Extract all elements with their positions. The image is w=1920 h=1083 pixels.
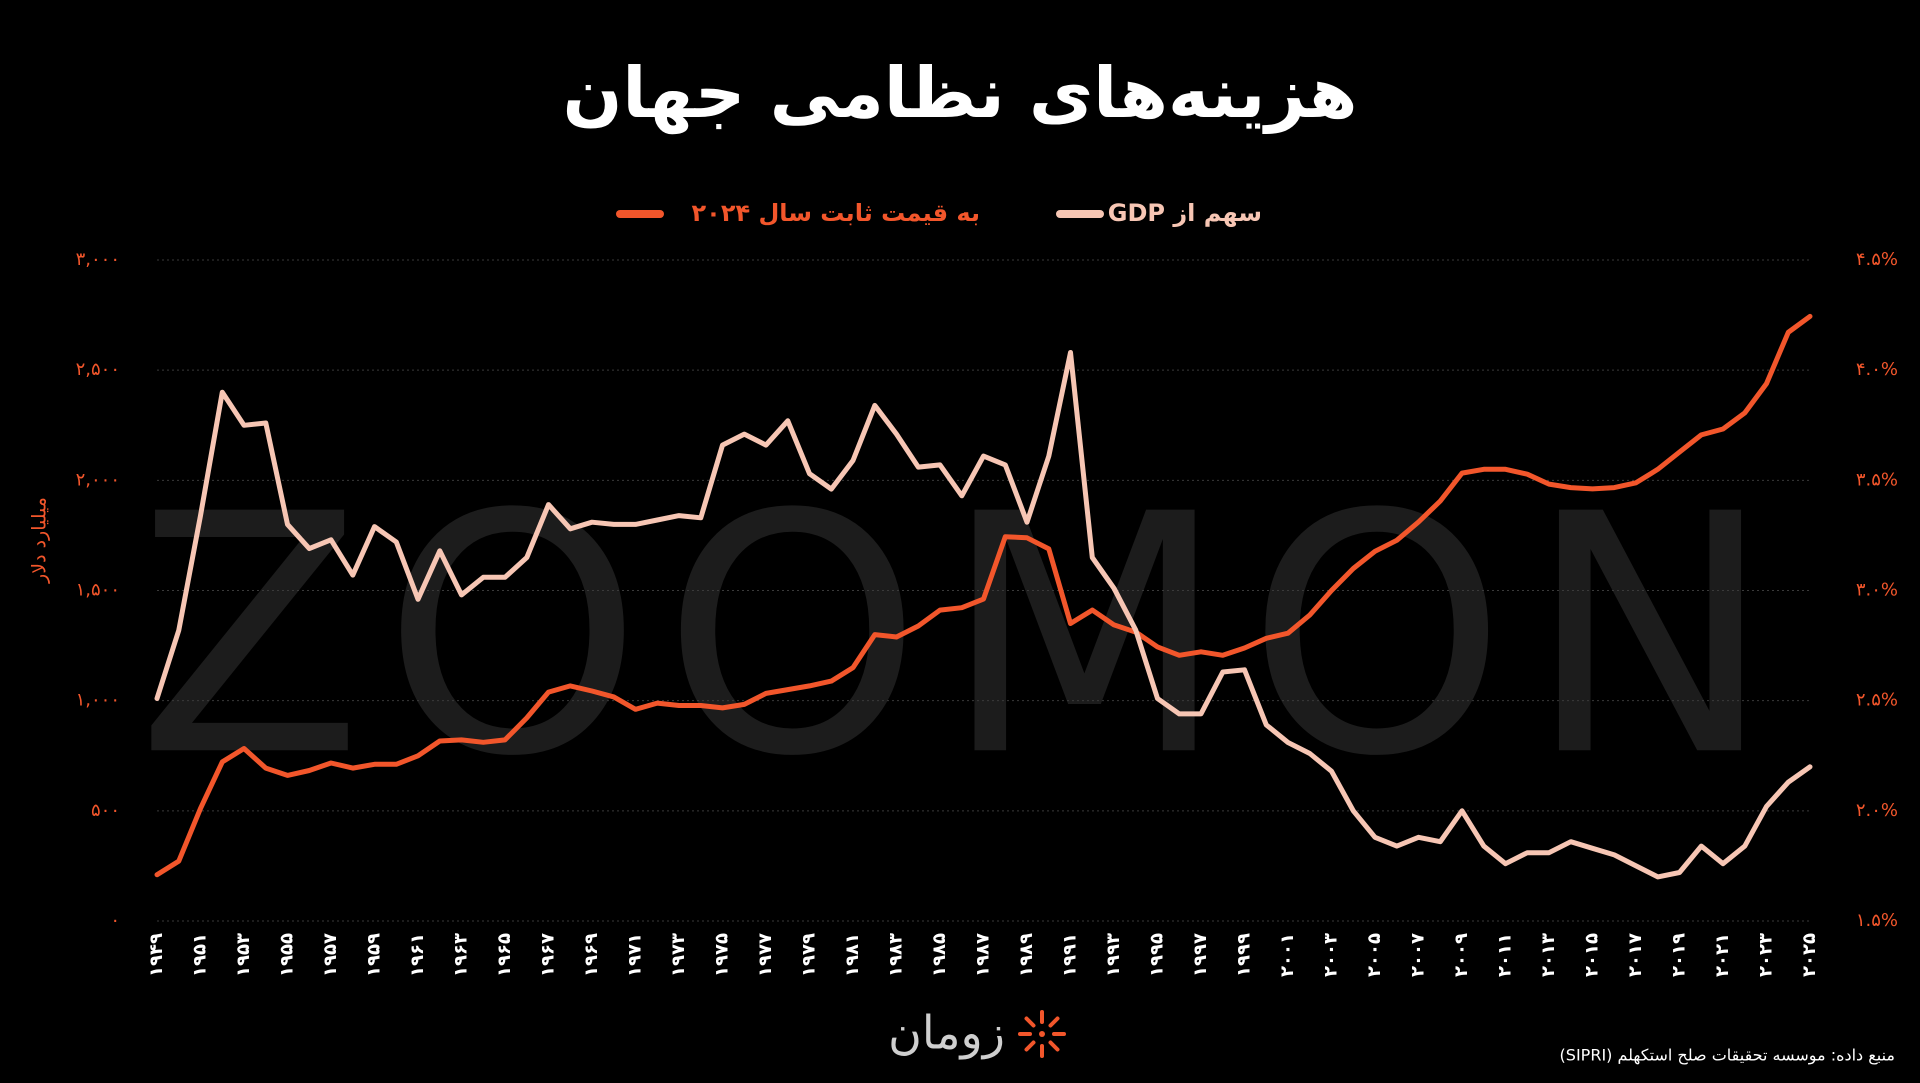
x-tick-label: ۱۹۵۱ bbox=[190, 933, 211, 977]
x-tick-label: ۱۹۶۱ bbox=[407, 933, 428, 977]
y-tick-label: ۰ bbox=[110, 910, 120, 931]
y-tick-label: ۱,۰۰۰ bbox=[76, 690, 120, 711]
x-tick-label: ۱۹۴۹ bbox=[146, 933, 167, 977]
x-tick-label: ۲۰۱۵ bbox=[1582, 933, 1603, 977]
x-tick-label: ۲۰۲۵ bbox=[1799, 933, 1820, 977]
logo-icon bbox=[1018, 1010, 1066, 1058]
x-tick-label: ۱۹۹۹ bbox=[1234, 933, 1255, 977]
watermark: ZOOMON bbox=[137, 444, 1794, 828]
x-tick-label: ۱۹۶۹ bbox=[581, 933, 602, 977]
y2-tick-label: ۴.۵% bbox=[1856, 249, 1898, 270]
x-tick-label: ۱۹۹۱ bbox=[1060, 933, 1081, 977]
x-tick-label: ۱۹۵۳ bbox=[233, 933, 254, 977]
x-tick-label: ۱۹۸۹ bbox=[1016, 933, 1037, 977]
x-tick-label: ۲۰۲۳ bbox=[1756, 933, 1777, 977]
x-tick-label: ۲۰۱۱ bbox=[1495, 933, 1516, 977]
legend-label: سهم از GDP bbox=[1108, 199, 1262, 227]
y2-tick-label: ۱.۵% bbox=[1856, 910, 1898, 931]
y-tick-label: ۳,۰۰۰ bbox=[76, 249, 120, 270]
x-tick-label: ۱۹۷۵ bbox=[712, 933, 733, 977]
x-tick-label: ۲۰۰۱ bbox=[1277, 933, 1298, 977]
logo-text: زومان bbox=[888, 1006, 1005, 1061]
y-tick-label: ۱,۵۰۰ bbox=[76, 580, 120, 601]
x-tick-label: ۱۹۷۳ bbox=[668, 933, 689, 977]
x-tick-label: ۲۰۱۷ bbox=[1625, 933, 1646, 977]
data-line bbox=[154, 350, 1813, 880]
legend-label: به قیمت ثابت سال ۲۰۲۴ bbox=[692, 199, 980, 227]
x-tick-label: ۲۰۰۷ bbox=[1408, 933, 1429, 977]
x-tick-label: ۲۰۲۱ bbox=[1712, 933, 1733, 977]
data-line bbox=[154, 313, 1813, 878]
x-tick-label: ۱۹۶۷ bbox=[538, 933, 559, 977]
x-tick-label: ۱۹۸۷ bbox=[973, 933, 994, 977]
logo: زومان bbox=[888, 1006, 1066, 1061]
x-tick-label: ۱۹۶۳ bbox=[451, 933, 472, 977]
y2-tick-label: ۲.۵% bbox=[1856, 690, 1898, 711]
x-tick-label: ۱۹۵۵ bbox=[277, 933, 298, 977]
x-tick-label: ۱۹۹۷ bbox=[1190, 933, 1211, 977]
x-tick-label: ۱۹۷۷ bbox=[755, 933, 776, 977]
x-tick-label: ۱۹۸۵ bbox=[929, 933, 950, 977]
y-tick-label: ۲,۰۰۰ bbox=[76, 469, 120, 490]
x-tick-label: ۱۹۵۷ bbox=[320, 933, 341, 977]
chart-title: هزینه‌های نظامی جهان bbox=[563, 52, 1358, 134]
x-tick-label: ۱۹۸۳ bbox=[886, 933, 907, 977]
x-tick-label: ۱۹۶۵ bbox=[494, 933, 515, 977]
x-tick-label: ۱۹۹۵ bbox=[1147, 933, 1168, 977]
y2-tick-label: ۳.۵% bbox=[1856, 469, 1898, 490]
x-tick-label: ۲۰۰۳ bbox=[1321, 933, 1342, 977]
y2-tick-label: ۳.۰% bbox=[1856, 580, 1898, 601]
x-tick-label: ۲۰۰۵ bbox=[1364, 933, 1385, 977]
x-tick-label: ۲۰۰۹ bbox=[1451, 933, 1472, 977]
x-tick-label: ۱۹۵۹ bbox=[364, 933, 385, 977]
y-axis-title: میلیارد دلار bbox=[29, 497, 51, 584]
x-tick-label: ۱۹۸۱ bbox=[842, 933, 863, 977]
y-tick-label: ۲,۵۰۰ bbox=[76, 359, 120, 380]
x-tick-label: ۲۰۱۹ bbox=[1669, 933, 1690, 977]
source-note: منبع داده: موسسه تحقیقات صلح استکهلم (SI… bbox=[1560, 1046, 1895, 1066]
y2-tick-label: ۴.۰% bbox=[1856, 359, 1898, 380]
y2-tick-label: ۲.۰% bbox=[1856, 800, 1898, 821]
x-tick-label: ۲۰۱۳ bbox=[1538, 933, 1559, 977]
x-tick-label: ۱۹۷۱ bbox=[625, 933, 646, 977]
x-tick-label: ۱۹۷۹ bbox=[799, 933, 820, 977]
y-tick-label: ۵۰۰ bbox=[91, 800, 120, 821]
x-tick-label: ۱۹۹۳ bbox=[1103, 933, 1124, 977]
